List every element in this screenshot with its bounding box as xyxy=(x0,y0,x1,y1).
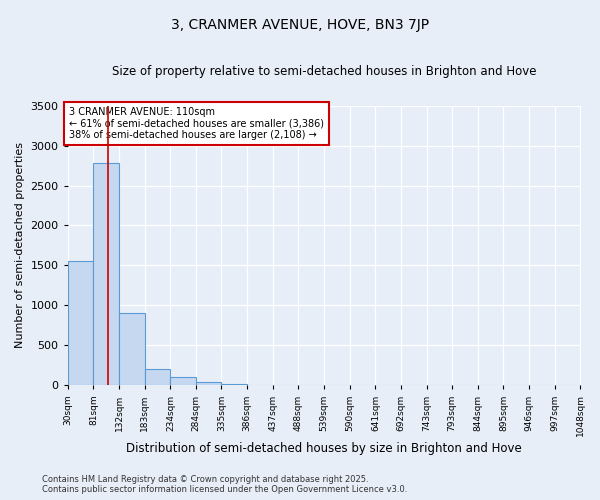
Text: Contains HM Land Registry data © Crown copyright and database right 2025.
Contai: Contains HM Land Registry data © Crown c… xyxy=(42,474,407,494)
Bar xyxy=(68,262,94,386)
Text: 3, CRANMER AVENUE, HOVE, BN3 7JP: 3, CRANMER AVENUE, HOVE, BN3 7JP xyxy=(171,18,429,32)
Bar xyxy=(170,378,196,386)
Text: 3 CRANMER AVENUE: 110sqm
← 61% of semi-detached houses are smaller (3,386)
38% o: 3 CRANMER AVENUE: 110sqm ← 61% of semi-d… xyxy=(69,107,324,140)
Title: Size of property relative to semi-detached houses in Brighton and Hove: Size of property relative to semi-detach… xyxy=(112,65,536,78)
Bar xyxy=(221,384,247,386)
X-axis label: Distribution of semi-detached houses by size in Brighton and Hove: Distribution of semi-detached houses by … xyxy=(126,442,522,455)
Bar xyxy=(94,163,119,386)
Bar xyxy=(196,382,221,386)
Bar xyxy=(119,314,145,386)
Bar xyxy=(145,368,170,386)
Y-axis label: Number of semi-detached properties: Number of semi-detached properties xyxy=(15,142,25,348)
